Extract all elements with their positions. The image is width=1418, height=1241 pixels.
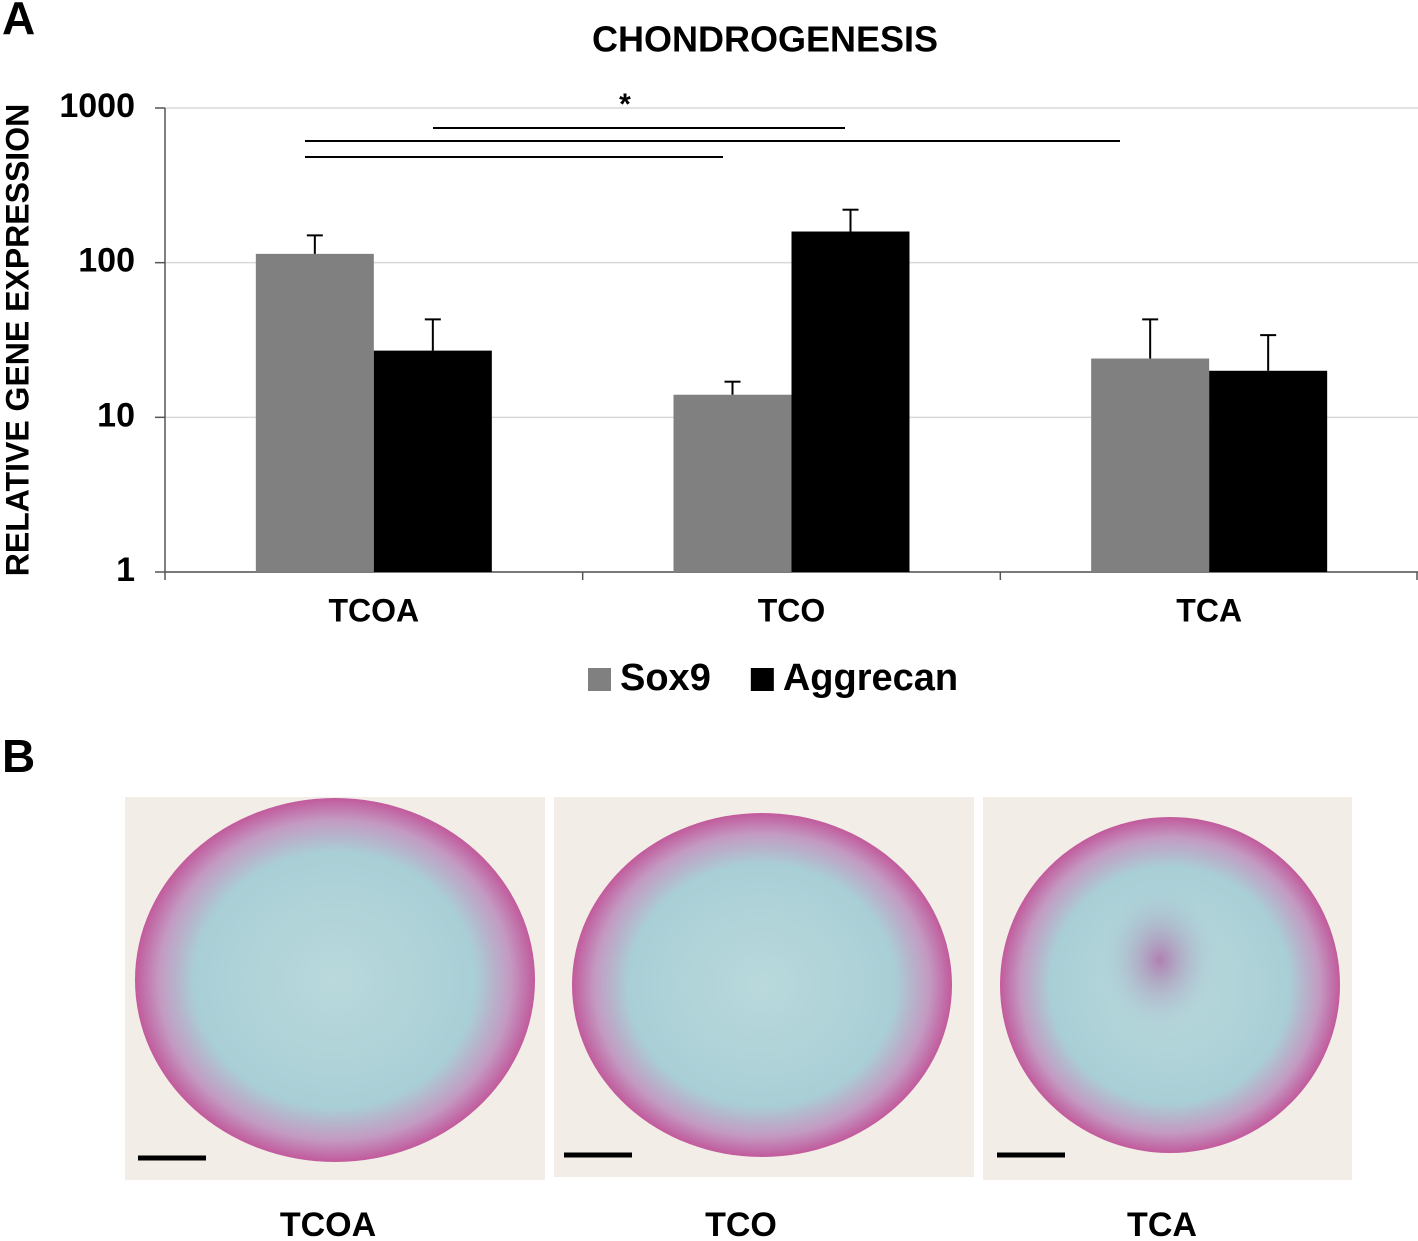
- y-axis-label: RELATIVE GENE EXPRESSION: [0, 104, 35, 576]
- legend-swatch: [588, 668, 611, 691]
- legend-label: Sox9: [620, 657, 711, 699]
- x-tick-label: TCOA: [329, 592, 420, 628]
- y-tick-label: 1000: [59, 87, 135, 125]
- micrograph: [983, 797, 1352, 1180]
- y-tick-label: 10: [97, 396, 135, 434]
- bar: [255, 253, 374, 572]
- micrograph: [554, 797, 974, 1177]
- bar: [373, 350, 492, 572]
- significance-bars: [305, 127, 1120, 158]
- x-tick-label: TCO: [758, 592, 826, 628]
- legend-label: Aggrecan: [783, 657, 958, 699]
- micrograph: [125, 797, 545, 1180]
- chart-title: CHONDROGENESIS: [592, 19, 938, 60]
- y-tick-label: 100: [78, 242, 135, 280]
- panel-label: B: [2, 730, 35, 782]
- image-caption: TCA: [1127, 1206, 1197, 1241]
- plot-area: 1 10 100 1000 TCOA TCO TCA: [59, 87, 1418, 628]
- legend-swatch: [750, 668, 774, 691]
- x-tick-label: TCA: [1176, 592, 1242, 628]
- significance-annotation: *: [619, 88, 631, 121]
- bar: [1209, 370, 1328, 572]
- panel-label: A: [2, 0, 35, 44]
- bar: [791, 231, 910, 572]
- image-caption: TCO: [705, 1206, 777, 1241]
- image-caption: TCOA: [280, 1206, 376, 1241]
- bar: [1091, 358, 1210, 572]
- y-tick-label: 1: [116, 551, 135, 589]
- bar: [673, 394, 792, 572]
